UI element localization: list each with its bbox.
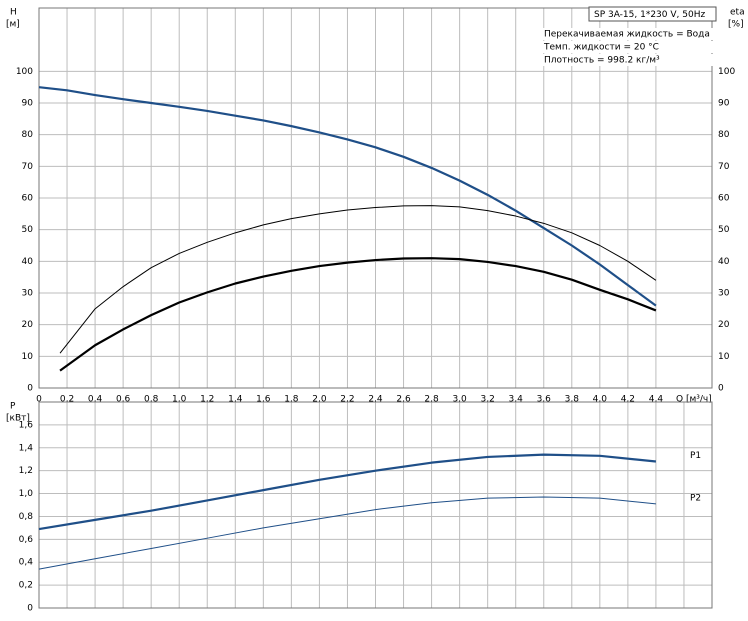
x-tick-label: 4,0	[593, 395, 608, 405]
series-label: P1	[690, 451, 701, 461]
curve	[38, 496, 656, 570]
y-tick-label: 0,8	[19, 512, 34, 522]
curve	[38, 453, 657, 531]
y-tick-label: 90	[22, 99, 34, 109]
y-axis-unit: [м]	[6, 20, 20, 30]
y-tick-label: 70	[22, 162, 34, 172]
y2-tick-label: 0	[718, 384, 724, 394]
annotation: Темп. жидкости = 20 °C	[543, 43, 659, 53]
x-tick-label: 4,4	[649, 395, 664, 405]
y-tick-label: 50	[22, 225, 34, 235]
y-tick-label: 0,6	[19, 535, 34, 545]
y-tick-label: 10	[22, 352, 34, 362]
y2-tick-label: 70	[718, 162, 730, 172]
y-tick-label: 0	[27, 384, 33, 394]
plot-frame	[38, 401, 713, 609]
x-tick-label: 2,0	[312, 395, 327, 405]
y2-axis-label: eta	[730, 8, 745, 18]
x-tick-label: 2,4	[368, 395, 383, 405]
curve	[59, 257, 657, 372]
y-tick-label: 0,4	[19, 558, 34, 568]
annotation-bg	[541, 54, 713, 66]
x-tick-label: 0,6	[116, 395, 131, 405]
y-tick-label: 1,0	[19, 489, 34, 499]
y-tick-label: 1,6	[19, 420, 34, 430]
y-tick-label: 40	[22, 257, 34, 267]
series-label: P2	[690, 493, 701, 503]
y-tick-label: 100	[16, 67, 33, 77]
x-tick-label: 3,6	[537, 395, 552, 405]
annotation: Плотность = 998.2 кг/м³	[544, 56, 660, 66]
x-tick-label: 1,8	[284, 395, 299, 405]
y2-tick-label: 40	[718, 257, 730, 267]
annotation-bg	[541, 28, 713, 40]
y-tick-label: 60	[22, 194, 34, 204]
x-tick-label: 1,0	[172, 395, 187, 405]
annotation: Перекачиваемая жидкость = Вода	[544, 30, 710, 40]
y-axis-label: H	[10, 8, 17, 18]
x-tick-label: 0,4	[88, 395, 103, 405]
x-tick-label: 3,2	[481, 395, 495, 405]
annotation-bg	[541, 41, 713, 53]
y-tick-label: 20	[22, 320, 34, 330]
annotation-box-text: SP 3A-15, 1*230 V, 50Hz	[594, 10, 705, 20]
plot-frame	[38, 7, 713, 389]
y-tick-label: 1,2	[19, 466, 33, 476]
x-tick-label: 1,6	[256, 395, 271, 405]
y2-tick-label: 100	[718, 67, 735, 77]
curve	[38, 86, 657, 307]
x-tick-label: 4,2	[621, 395, 635, 405]
y2-tick-label: 90	[718, 99, 730, 109]
y2-tick-label: 60	[718, 194, 730, 204]
x-tick-label: 0,2	[60, 395, 74, 405]
y-axis-unit: [кВт]	[6, 414, 30, 424]
y2-tick-label: 30	[718, 289, 730, 299]
curve	[59, 205, 657, 354]
x-tick-label: 2,2	[340, 395, 354, 405]
y-tick-label: 1,4	[19, 443, 34, 453]
y-tick-label: 0,2	[19, 581, 33, 591]
annotation-box	[588, 6, 717, 22]
x-tick-label: 1,2	[200, 395, 214, 405]
x-tick-label: 3,0	[452, 395, 467, 405]
y-tick-label: 80	[22, 130, 34, 140]
y-axis-label: P	[10, 402, 16, 412]
x-tick-label: 3,8	[565, 395, 580, 405]
x-tick-label: 1,4	[228, 395, 243, 405]
x-tick-label: 0,8	[144, 395, 159, 405]
y2-axis-unit: [%]	[728, 20, 744, 30]
x-tick-label: 2,6	[396, 395, 411, 405]
y2-tick-label: 50	[718, 225, 730, 235]
y2-tick-label: 10	[718, 352, 730, 362]
y2-tick-label: 20	[718, 320, 730, 330]
x-tick-label: 2,8	[424, 395, 439, 405]
y2-tick-label: 80	[718, 130, 730, 140]
x-tick-label: 3,4	[509, 395, 524, 405]
y-tick-label: 0	[27, 604, 33, 614]
y-tick-label: 30	[22, 289, 34, 299]
x-axis-label: Q [м³/ч]	[676, 395, 712, 405]
x-tick-label: 0	[36, 395, 42, 405]
